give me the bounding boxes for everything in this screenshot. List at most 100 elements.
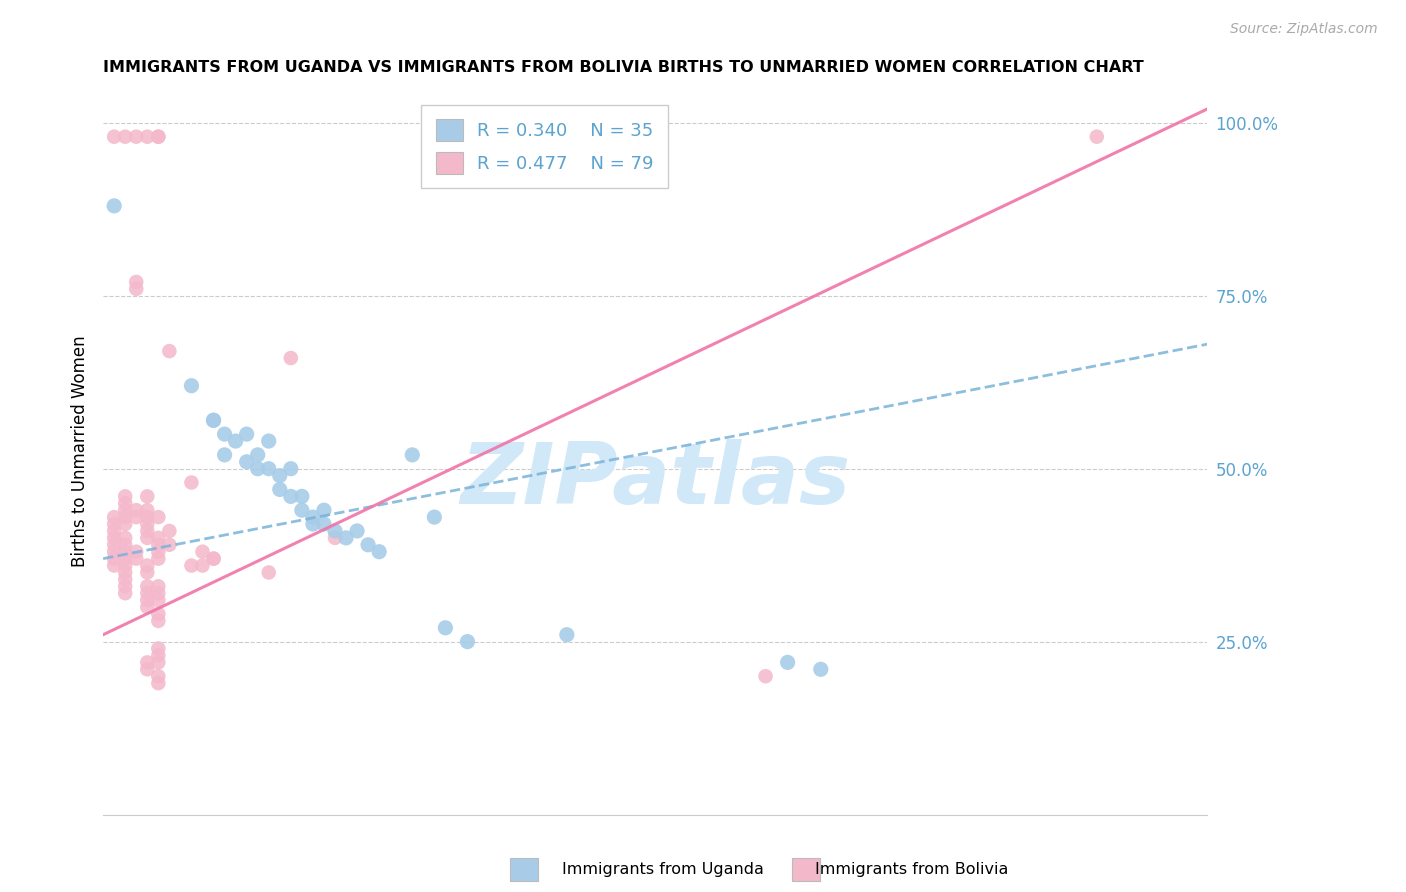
Point	[434, 621, 457, 635]
Point	[148, 538, 170, 552]
Text: Immigrants from Uganda: Immigrants from Uganda	[562, 863, 765, 877]
Point	[246, 461, 269, 475]
Point	[555, 628, 578, 642]
Point	[214, 427, 236, 442]
Point	[136, 503, 159, 517]
Point	[103, 510, 125, 524]
Point	[202, 413, 225, 427]
Point	[280, 489, 302, 503]
Point	[180, 558, 202, 573]
Point	[269, 483, 291, 497]
Point	[148, 531, 170, 545]
Text: IMMIGRANTS FROM UGANDA VS IMMIGRANTS FROM BOLIVIA BIRTHS TO UNMARRIED WOMEN CORR: IMMIGRANTS FROM UGANDA VS IMMIGRANTS FRO…	[103, 60, 1144, 75]
Point	[312, 503, 335, 517]
Point	[136, 558, 159, 573]
Legend: R = 0.340    N = 35, R = 0.477    N = 79: R = 0.340 N = 35, R = 0.477 N = 79	[422, 104, 668, 188]
Point	[257, 461, 280, 475]
Point	[136, 656, 159, 670]
Point	[136, 662, 159, 676]
Point	[114, 531, 136, 545]
Y-axis label: Births to Unmarried Women: Births to Unmarried Women	[72, 335, 89, 567]
Point	[148, 129, 170, 144]
Point	[335, 531, 357, 545]
Point	[357, 538, 380, 552]
Point	[103, 558, 125, 573]
Point	[136, 129, 159, 144]
Point	[401, 448, 423, 462]
Point	[202, 413, 225, 427]
Point	[148, 593, 170, 607]
Point	[125, 275, 148, 289]
Point	[103, 531, 125, 545]
Point	[148, 545, 170, 559]
Point	[103, 545, 125, 559]
Point	[280, 461, 302, 475]
Point	[114, 503, 136, 517]
Point	[312, 516, 335, 531]
Point	[136, 586, 159, 600]
Point	[114, 538, 136, 552]
Point	[423, 510, 446, 524]
Point	[103, 524, 125, 538]
Point	[323, 531, 346, 545]
Point	[148, 129, 170, 144]
Point	[148, 586, 170, 600]
Point	[103, 551, 125, 566]
Point	[157, 524, 180, 538]
Point	[180, 475, 202, 490]
Point	[114, 489, 136, 503]
Text: Immigrants from Bolivia: Immigrants from Bolivia	[815, 863, 1010, 877]
Point	[148, 669, 170, 683]
Point	[368, 545, 391, 559]
Point	[136, 593, 159, 607]
Point	[148, 510, 170, 524]
Point	[456, 634, 478, 648]
Point	[754, 669, 776, 683]
Point	[114, 558, 136, 573]
Point	[257, 434, 280, 448]
Point	[114, 579, 136, 593]
Point	[136, 524, 159, 538]
Point	[125, 545, 148, 559]
Text: Source: ZipAtlas.com: Source: ZipAtlas.com	[1230, 22, 1378, 37]
Point	[114, 516, 136, 531]
Point	[148, 579, 170, 593]
Point	[125, 551, 148, 566]
Point	[114, 510, 136, 524]
Point	[148, 551, 170, 566]
Point	[114, 545, 136, 559]
Text: ZIPatlas: ZIPatlas	[460, 439, 851, 522]
Point	[225, 434, 247, 448]
Point	[346, 524, 368, 538]
Point	[136, 579, 159, 593]
Point	[148, 648, 170, 663]
Point	[291, 503, 314, 517]
Point	[280, 351, 302, 365]
Point	[136, 531, 159, 545]
Point	[114, 496, 136, 510]
Point	[136, 566, 159, 580]
Point	[125, 510, 148, 524]
Point	[202, 551, 225, 566]
Point	[148, 607, 170, 621]
Point	[125, 503, 148, 517]
Point	[103, 129, 125, 144]
Point	[191, 545, 214, 559]
Point	[180, 378, 202, 392]
Point	[148, 641, 170, 656]
Point	[246, 448, 269, 462]
Point	[302, 510, 325, 524]
Point	[214, 448, 236, 462]
Point	[136, 489, 159, 503]
Point	[136, 600, 159, 615]
Point	[103, 516, 125, 531]
Point	[114, 573, 136, 587]
Point	[191, 558, 214, 573]
Point	[114, 566, 136, 580]
Point	[291, 489, 314, 503]
Point	[269, 468, 291, 483]
Point	[136, 510, 159, 524]
Point	[103, 199, 125, 213]
Point	[202, 551, 225, 566]
Point	[114, 551, 136, 566]
